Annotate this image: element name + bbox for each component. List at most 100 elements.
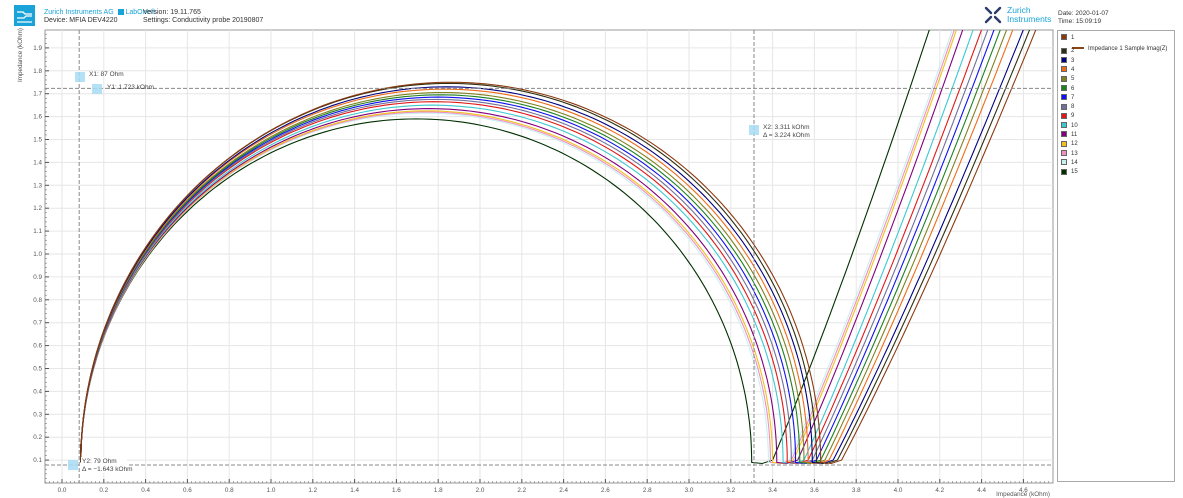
legend-swatch-icon bbox=[1061, 75, 1067, 82]
legend-item-3[interactable]: 3 bbox=[1061, 57, 1074, 65]
svg-text:0.3: 0.3 bbox=[33, 411, 42, 418]
legend-label: 7 bbox=[1071, 94, 1075, 101]
svg-text:4.2: 4.2 bbox=[935, 487, 944, 494]
svg-text:1.8: 1.8 bbox=[33, 68, 42, 75]
legend-item-10[interactable]: 10 bbox=[1061, 122, 1078, 130]
legend-series-label: Impedance 1 Sample Imag(Z) bbox=[1072, 46, 1167, 52]
series-group bbox=[80, 30, 1037, 465]
legend-item-5[interactable]: 5 bbox=[1061, 75, 1074, 83]
svg-text:0.9: 0.9 bbox=[33, 274, 42, 281]
legend-item-4[interactable]: 4 bbox=[1061, 66, 1074, 74]
svg-text:0.1: 0.1 bbox=[33, 457, 42, 464]
legend-label: 8 bbox=[1071, 104, 1075, 111]
zurich-instruments-logo-icon bbox=[984, 6, 1002, 24]
series-line-11 bbox=[80, 30, 964, 465]
svg-text:3.2: 3.2 bbox=[726, 487, 735, 494]
svg-text:1.9: 1.9 bbox=[33, 45, 42, 52]
company-name: Zurich Instruments AG LabOne® bbox=[44, 9, 156, 16]
svg-text:2.0: 2.0 bbox=[476, 487, 485, 494]
date-label: Date: 2020-01-07 bbox=[1058, 10, 1109, 17]
legend-item-6[interactable]: 6 bbox=[1061, 84, 1075, 93]
legend-label: 11 bbox=[1071, 132, 1078, 138]
svg-text:0.0: 0.0 bbox=[58, 487, 67, 494]
version-label: Version: 19.11.765 bbox=[143, 9, 201, 16]
cursor-y2-label: Y2: 79 Ohm bbox=[82, 458, 117, 465]
legend-item-8[interactable]: 8 bbox=[1061, 103, 1074, 111]
svg-text:1.1: 1.1 bbox=[33, 228, 42, 235]
legend-item-9[interactable]: 9 bbox=[1061, 112, 1074, 120]
legend-swatch-icon bbox=[1061, 112, 1067, 119]
legend-label: 10 bbox=[1071, 122, 1078, 129]
cursor-y-delta-label: Δ = −1.643 kOhm bbox=[82, 466, 133, 473]
legend-label: 1 bbox=[1071, 35, 1075, 41]
legend-label: 6 bbox=[1071, 85, 1075, 92]
legend-panel: 1 Impedance 1 Sample Imag(Z) 2 3 4 5 6 7 8 9 10 11 1… bbox=[1057, 30, 1175, 482]
svg-text:0.6: 0.6 bbox=[33, 343, 42, 350]
legend-label: 2 bbox=[1071, 48, 1075, 55]
legend-item-15[interactable]: 15 bbox=[1061, 168, 1078, 176]
svg-text:0.4: 0.4 bbox=[33, 388, 42, 395]
svg-text:4.6: 4.6 bbox=[1019, 487, 1028, 494]
svg-text:1.5: 1.5 bbox=[33, 137, 42, 144]
svg-text:0.6: 0.6 bbox=[183, 487, 192, 494]
svg-text:0.2: 0.2 bbox=[33, 434, 42, 441]
svg-text:4.0: 4.0 bbox=[894, 487, 903, 494]
legend-swatch-icon bbox=[1061, 131, 1067, 138]
legend-item-7[interactable]: 7 bbox=[1061, 94, 1074, 102]
legend-swatch-icon bbox=[1061, 94, 1067, 101]
legend-item-11[interactable]: 11 bbox=[1061, 131, 1077, 139]
svg-text:1.2: 1.2 bbox=[308, 487, 317, 494]
cursor-x-delta-label: Δ = 3.224 kOhm bbox=[763, 132, 810, 139]
cursor-x2-handle[interactable] bbox=[749, 125, 759, 135]
svg-text:3.0: 3.0 bbox=[685, 487, 694, 494]
legend-swatch-icon bbox=[1061, 103, 1067, 110]
legend-label: 12 bbox=[1071, 141, 1078, 148]
svg-text:2.2: 2.2 bbox=[517, 487, 526, 494]
cursor-x2-label: X2: 3.311 kOhm bbox=[763, 124, 810, 131]
legend-item-14[interactable]: 14 bbox=[1061, 159, 1078, 167]
legend-item-1[interactable]: 1 bbox=[1061, 34, 1074, 42]
svg-text:0.4: 0.4 bbox=[141, 487, 150, 494]
legend-swatch-icon bbox=[1061, 140, 1067, 147]
legend-swatch-icon bbox=[1061, 47, 1067, 54]
svg-text:2.4: 2.4 bbox=[559, 487, 568, 494]
cursor-x1-label: X1: 87 Ohm bbox=[89, 71, 124, 78]
legend-label: 14 bbox=[1071, 159, 1078, 166]
plot-area bbox=[44, 29, 1054, 484]
legend-label: 3 bbox=[1071, 57, 1075, 64]
cursor-x1-handle[interactable] bbox=[75, 72, 85, 82]
legend-swatch-icon bbox=[1061, 168, 1067, 175]
labone-badge-icon bbox=[117, 9, 124, 16]
svg-text:3.6: 3.6 bbox=[810, 487, 819, 494]
svg-text:2.6: 2.6 bbox=[601, 487, 610, 494]
x-axis-label: Impedance (kOhm) bbox=[996, 491, 1050, 498]
svg-text:1.6: 1.6 bbox=[392, 487, 401, 494]
legend-item-2[interactable]: 2 bbox=[1061, 47, 1074, 55]
labone-logo-icon bbox=[14, 5, 35, 26]
svg-text:0.5: 0.5 bbox=[33, 366, 42, 373]
legend-swatch-icon bbox=[1061, 57, 1067, 64]
series-line-3 bbox=[80, 30, 1024, 465]
legend-item-12[interactable]: 12 bbox=[1061, 140, 1078, 148]
legend-label: 13 bbox=[1071, 150, 1078, 157]
svg-text:0.2: 0.2 bbox=[99, 487, 108, 494]
cursor-y2-handle[interactable] bbox=[68, 460, 78, 470]
series-line-1 bbox=[80, 30, 1037, 465]
svg-text:0.8: 0.8 bbox=[225, 487, 234, 494]
cursor-y1-label: Y1: 1.723 kOhm bbox=[107, 84, 154, 91]
legend-label: 9 bbox=[1071, 113, 1075, 120]
legend-item-13[interactable]: 13 bbox=[1061, 150, 1078, 158]
svg-text:1.3: 1.3 bbox=[33, 182, 42, 189]
brand-text: Zurich Instruments bbox=[1007, 5, 1052, 24]
x-axis: 0.0 0.2 0.4 0.6 0.8 1.0 1.2 1.4 1.6 1.8 2.0 2.2 2.4 2… bbox=[44, 479, 1050, 498]
svg-text:1.0: 1.0 bbox=[267, 487, 276, 494]
legend-swatch-icon bbox=[1061, 34, 1067, 41]
cursor-y1-handle[interactable] bbox=[92, 84, 102, 94]
svg-text:1.4: 1.4 bbox=[33, 159, 42, 166]
y-axis-label: Impedance (kOhm) bbox=[17, 28, 24, 82]
svg-text:0.8: 0.8 bbox=[33, 297, 42, 304]
svg-text:1.2: 1.2 bbox=[33, 205, 42, 212]
legend-label: 15 bbox=[1071, 169, 1078, 176]
